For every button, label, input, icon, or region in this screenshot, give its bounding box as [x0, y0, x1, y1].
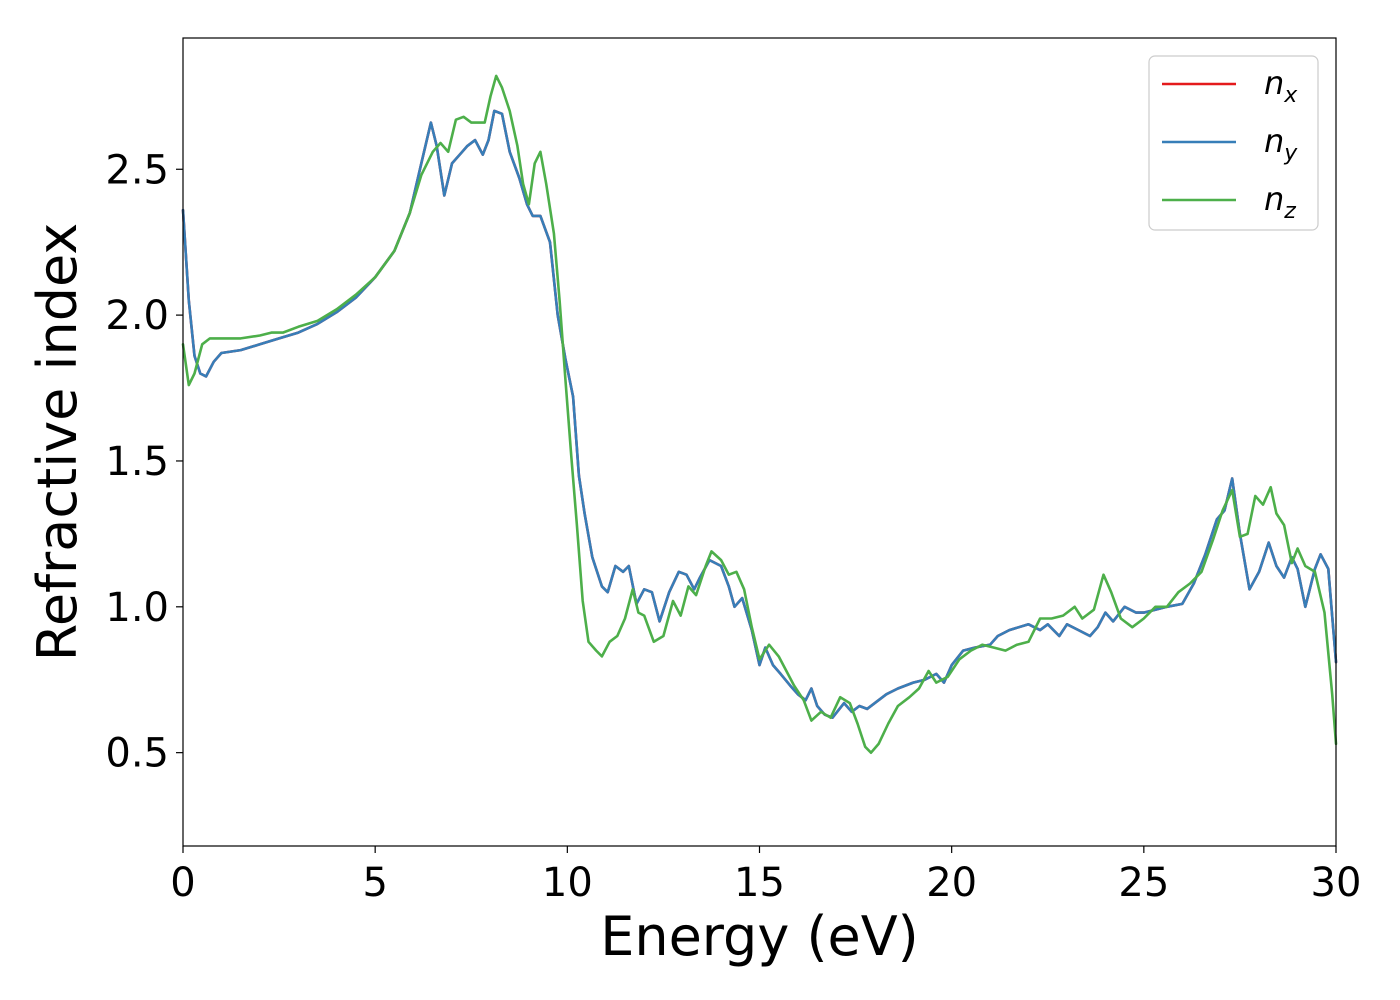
- y-tick-label: 1.0: [105, 585, 169, 631]
- y-axis-ticks: 0.5 1.0 1.5 2.0 2.5: [105, 147, 183, 777]
- series-line-n-z: [181, 74, 1338, 754]
- legend: nx ny nz: [1148, 55, 1319, 231]
- y-tick-label: 2.5: [105, 147, 169, 193]
- x-tick-label: 30: [1311, 860, 1362, 906]
- x-tick-label: 20: [926, 860, 977, 906]
- x-tick-label: 0: [170, 860, 195, 906]
- y-tick-label: 1.5: [105, 439, 169, 485]
- x-axis-ticks: 0 5 10 15 20 25 30: [170, 846, 1361, 906]
- legend-label-n-x: nx: [1264, 64, 1298, 108]
- legend-label-n-z: nz: [1264, 180, 1296, 224]
- x-tick-label: 15: [734, 860, 785, 906]
- series-lines: [181, 74, 1338, 754]
- x-tick-label: 10: [542, 860, 593, 906]
- x-tick-label: 5: [362, 860, 387, 906]
- legend-items: nx ny nz: [1162, 64, 1298, 224]
- y-tick-label: 2.0: [105, 293, 169, 339]
- x-axis-label: Energy (eV): [600, 905, 919, 968]
- legend-label-n-y: ny: [1264, 122, 1298, 166]
- y-axis-label: Refractive index: [26, 223, 89, 662]
- y-tick-label: 0.5: [105, 731, 169, 777]
- x-tick-label: 25: [1118, 860, 1169, 906]
